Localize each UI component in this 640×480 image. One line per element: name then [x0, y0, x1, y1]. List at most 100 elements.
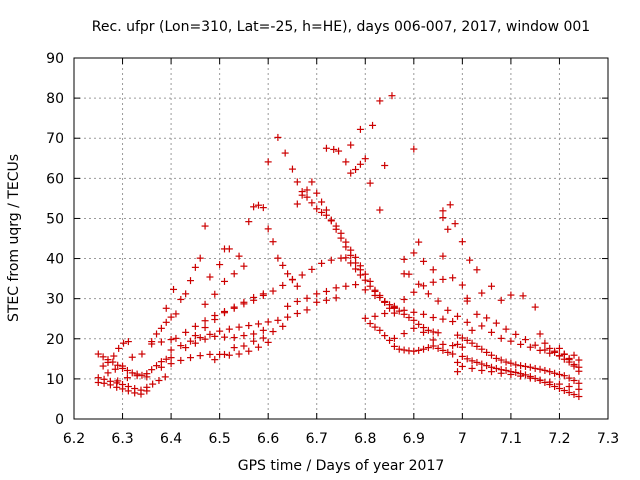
data-point: [420, 345, 428, 353]
data-point: [478, 360, 486, 368]
data-point: [259, 290, 267, 298]
data-point: [196, 352, 204, 360]
data-point: [517, 340, 525, 348]
data-point: [536, 376, 544, 384]
data-point: [279, 261, 287, 269]
data-point: [424, 290, 432, 298]
y-tick-label: 90: [46, 51, 64, 67]
data-point: [279, 322, 287, 330]
data-point: [400, 346, 408, 354]
axis-ticks: [73, 57, 609, 420]
data-point: [410, 308, 418, 316]
data-point: [259, 326, 267, 334]
data-point: [434, 344, 442, 352]
data-point: [439, 315, 447, 323]
data-point: [570, 362, 578, 370]
data-point: [463, 355, 471, 363]
data-point: [439, 275, 447, 283]
data-point: [420, 282, 428, 290]
data-point: [211, 332, 219, 340]
data-point: [138, 350, 146, 358]
data-point: [507, 337, 515, 345]
x-tick-label: 6.4: [160, 431, 182, 447]
data-point: [303, 186, 311, 194]
data-point: [201, 317, 209, 325]
data-point: [191, 339, 199, 347]
data-point: [99, 353, 107, 361]
data-point: [570, 391, 578, 399]
chart-title: Rec. ufpr (Lon=310, Lat=-25, h=HE), days…: [92, 19, 590, 35]
data-point: [555, 344, 563, 352]
data-point: [170, 285, 178, 293]
data-point: [167, 313, 175, 321]
data-point: [429, 314, 437, 322]
data-point: [342, 282, 350, 290]
data-point: [124, 338, 132, 346]
data-point: [517, 362, 525, 370]
data-point: [284, 313, 292, 321]
data-point: [104, 358, 112, 366]
data-point: [308, 199, 316, 207]
data-point: [458, 281, 466, 289]
data-point: [483, 314, 491, 322]
data-point: [386, 304, 394, 312]
data-point: [390, 342, 398, 350]
data-point: [94, 350, 102, 358]
data-point: [313, 290, 321, 298]
data-point: [454, 312, 462, 320]
data-point: [424, 326, 432, 334]
data-point: [492, 319, 500, 327]
data-point: [560, 350, 568, 358]
data-point: [113, 383, 121, 391]
data-point: [148, 338, 156, 346]
data-point: [376, 326, 384, 334]
data-point: [162, 318, 170, 326]
data-point: [502, 358, 510, 366]
data-point: [458, 238, 466, 246]
data-point: [264, 225, 272, 233]
data-point: [483, 362, 491, 370]
data-point: [390, 334, 398, 342]
data-point: [143, 373, 151, 381]
data-point: [123, 366, 131, 374]
data-point: [245, 322, 253, 330]
data-point: [293, 178, 301, 186]
data-point: [211, 316, 219, 324]
data-point: [454, 340, 462, 348]
data-point: [420, 328, 428, 336]
data-point: [429, 336, 437, 344]
data-point: [521, 336, 529, 344]
data-point: [293, 297, 301, 305]
data-point: [196, 254, 204, 262]
data-point: [235, 323, 243, 331]
data-point: [155, 376, 163, 384]
data-point: [361, 155, 369, 163]
data-point: [410, 145, 418, 153]
data-point: [182, 344, 190, 352]
data-point: [371, 323, 379, 331]
data-point: [463, 318, 471, 326]
data-point: [128, 369, 136, 377]
data-point: [410, 249, 418, 257]
data-point: [551, 369, 559, 377]
data-point: [410, 288, 418, 296]
plot-frame: [73, 57, 609, 420]
data-point: [478, 289, 486, 297]
data-point: [259, 334, 267, 342]
data-point: [541, 339, 549, 347]
data-point: [400, 330, 408, 338]
data-point: [473, 342, 481, 350]
data-point: [468, 339, 476, 347]
data-point: [361, 286, 369, 294]
data-point: [342, 243, 350, 251]
data-point: [230, 334, 238, 342]
data-point: [507, 359, 515, 367]
data-point: [100, 379, 108, 387]
data-point: [274, 133, 282, 141]
data-point: [366, 320, 374, 328]
data-point: [478, 322, 486, 330]
data-point: [342, 254, 350, 262]
data-point: [225, 351, 233, 359]
x-tick-label: 6.5: [209, 431, 231, 447]
y-tick-label: 70: [46, 131, 64, 147]
